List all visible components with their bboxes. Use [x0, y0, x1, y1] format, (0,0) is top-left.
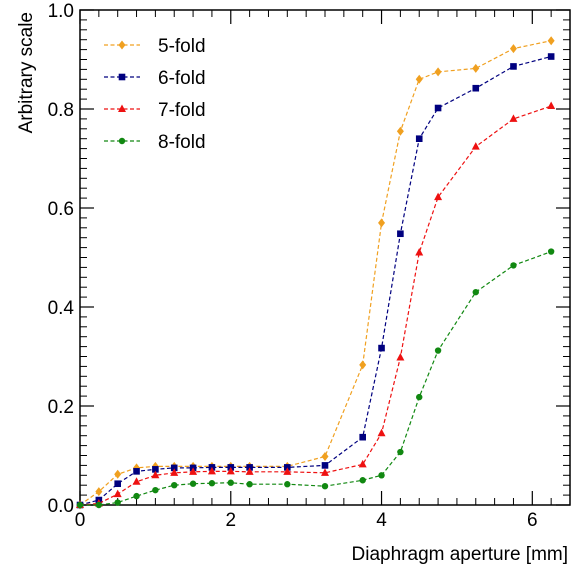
data-point: [472, 84, 480, 92]
data-point: [472, 288, 479, 296]
data-point: [397, 448, 404, 456]
data-point: [359, 477, 366, 484]
data-point: [114, 469, 122, 479]
data-point: [510, 63, 517, 70]
data-point: [547, 101, 556, 110]
series-8-fold: [76, 248, 555, 509]
data-point: [547, 248, 555, 255]
series-5-fold: [76, 36, 555, 510]
data-point: [434, 67, 442, 77]
data-point: [170, 464, 178, 472]
data-point: [321, 462, 329, 469]
y-tick-label: 0.4: [48, 298, 75, 319]
data-point: [189, 467, 198, 475]
legend-marker: [118, 40, 126, 50]
legend-marker: [118, 104, 126, 112]
data-point: [76, 501, 84, 509]
legend-marker: [118, 137, 126, 145]
legend-label: 5-fold: [158, 36, 206, 57]
series-6-fold: [76, 53, 555, 509]
data-point: [547, 36, 555, 46]
data-point: [509, 114, 518, 122]
data-point: [113, 489, 122, 498]
series-line: [79, 40, 552, 506]
data-point: [245, 467, 254, 475]
data-point: [378, 218, 386, 228]
data-point: [416, 393, 423, 401]
series-line: [79, 55, 552, 506]
data-point: [170, 468, 179, 476]
legend-marker: [118, 73, 126, 81]
x-tick-label: 0: [75, 510, 86, 531]
axes: 0 2 4 6 0.0 0.2 0.4 0.6 0.8 1.0: [48, 1, 571, 531]
y-tick-label: 0.6: [48, 199, 74, 220]
data-point: [377, 428, 386, 437]
data-point: [321, 468, 329, 476]
legend-entry: 5-fold: [104, 36, 206, 57]
series-7-fold: [76, 101, 556, 508]
y-tick-label: 0.8: [48, 100, 74, 121]
data-point: [151, 470, 160, 479]
data-point: [359, 433, 366, 441]
data-point: [171, 482, 178, 489]
data-point: [321, 482, 329, 490]
data-point: [133, 492, 140, 500]
data-point: [415, 74, 423, 84]
y-tick-label: 1.0: [48, 1, 74, 22]
legend-label: 8-fold: [158, 132, 206, 153]
data-point: [227, 479, 234, 486]
data-point: [283, 467, 292, 475]
data-point: [434, 104, 442, 112]
data-point: [95, 501, 103, 509]
data-point: [415, 248, 424, 256]
data-point: [471, 142, 480, 150]
data-point: [434, 192, 443, 201]
legend-entry: 8-fold: [104, 132, 206, 153]
x-axis-title: Diaphragm aperture [mm]: [352, 544, 568, 565]
x-tick-label: 6: [527, 510, 538, 531]
y-tick-label: 0.2: [48, 397, 74, 418]
series-line: [79, 105, 552, 506]
data-point: [415, 135, 423, 142]
series-line: [80, 250, 552, 506]
y-axis-title: Arbitrary scale: [16, 12, 37, 133]
legend-entry: 6-fold: [104, 68, 206, 89]
data-point: [114, 480, 121, 488]
data-point: [396, 352, 405, 361]
y-tick-label: 0.0: [48, 496, 74, 517]
data-point: [207, 466, 216, 475]
data-point: [547, 53, 555, 60]
data-point: [378, 344, 385, 352]
x-tick-label: 4: [376, 510, 387, 531]
data-point: [132, 477, 141, 485]
data-point: [189, 480, 197, 487]
data-point: [510, 262, 517, 269]
x-tick-label: 2: [225, 510, 236, 531]
data-point: [509, 44, 517, 54]
legend-label: 7-fold: [158, 100, 206, 121]
data-point: [95, 487, 103, 497]
data-point: [152, 486, 159, 494]
legend-entry: 7-fold: [104, 100, 206, 121]
legend: 5-fold 6-fold 7-fold 8-fold: [104, 36, 206, 153]
data-point: [358, 459, 367, 468]
data-point: [114, 499, 121, 506]
legend-label: 6-fold: [158, 68, 206, 89]
data-point: [208, 480, 216, 487]
data-point: [321, 451, 329, 461]
data-point: [152, 466, 159, 473]
data-point: [284, 481, 291, 488]
series-layer: [76, 36, 556, 510]
plot-frame: [79, 9, 571, 506]
data-point: [434, 347, 442, 354]
data-point: [397, 230, 404, 238]
data-point: [133, 468, 140, 475]
data-point: [396, 126, 404, 136]
data-point: [246, 481, 253, 488]
data-point: [378, 472, 385, 479]
data-point: [226, 466, 235, 475]
data-point: [359, 360, 367, 370]
data-point: [472, 63, 480, 73]
